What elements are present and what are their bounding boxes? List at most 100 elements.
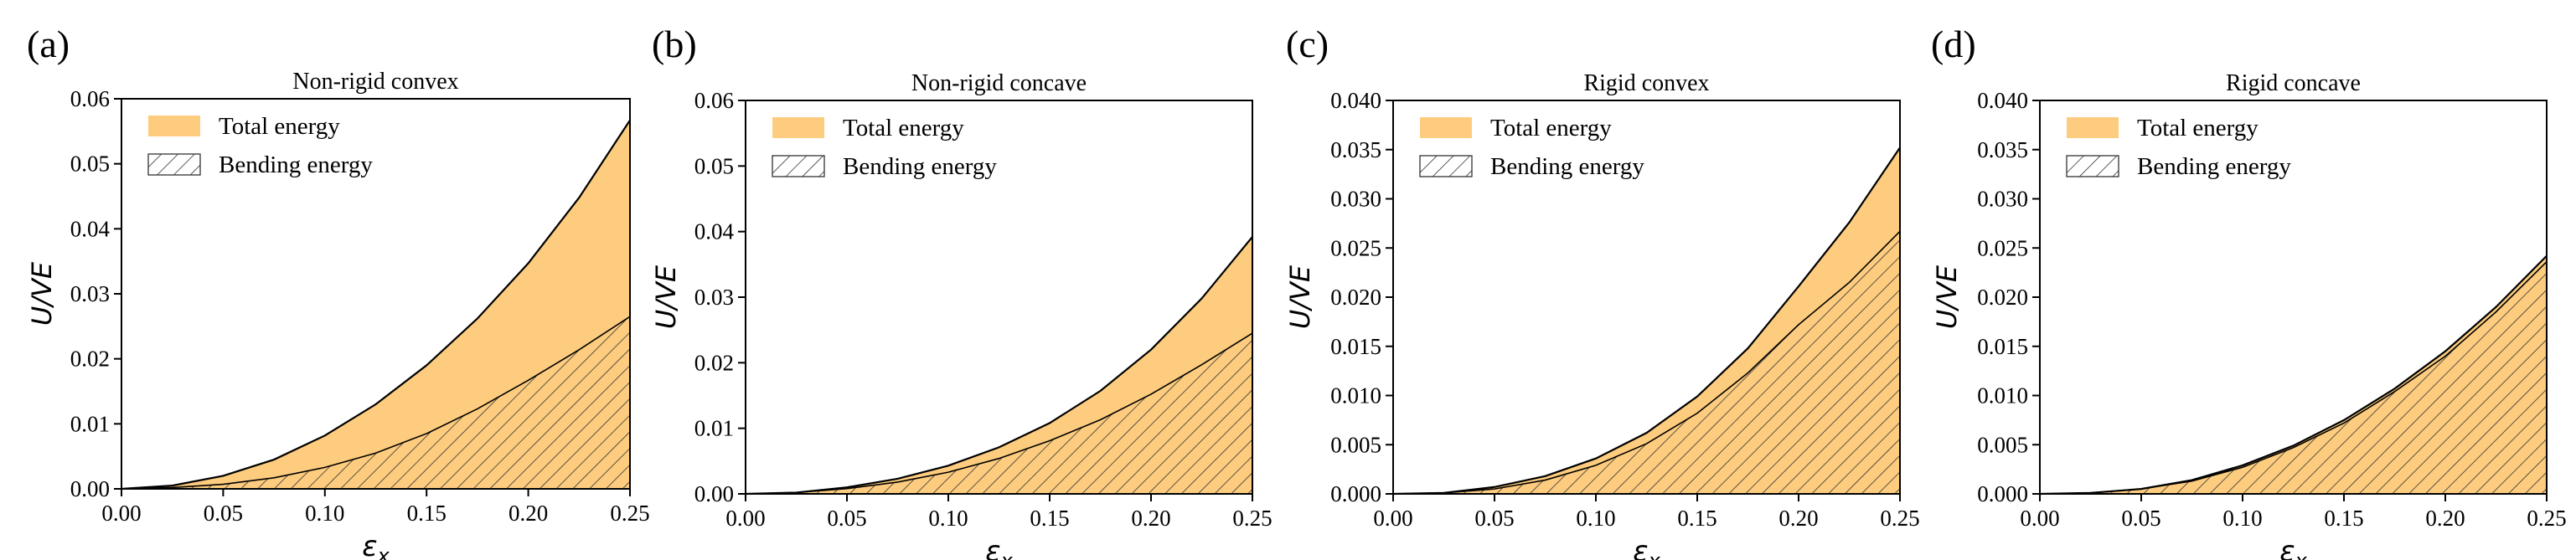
x-tick-label: 0.25 [610,501,649,526]
legend-swatch-total [1420,117,1472,138]
bending-energy-area [121,316,630,489]
legend-label-total: Total energy [843,115,964,141]
y-tick-label: 0.035 [1977,137,2028,162]
y-tick-label: 0.02 [70,347,110,372]
y-tick-label: 0.015 [1977,334,2028,359]
x-tick-label: 0.10 [1576,506,1615,531]
x-tick-label: 0.15 [2324,506,2363,531]
y-tick-label: 0.05 [694,153,734,178]
y-tick-label: 0.01 [70,411,110,436]
x-tick-label: 0.20 [508,501,548,526]
legend-swatch-bending [1419,155,1473,177]
legend-label-bending: Bending energy [2137,153,2291,180]
y-tick-label: 0.03 [694,285,734,310]
legend: Total energy Bending energy [147,113,373,178]
x-tick-label: 0.10 [928,506,968,531]
x-tick-label: 0.10 [305,501,344,526]
x-tick-label: 0.25 [1880,506,1919,531]
y-tick-label: 0.015 [1330,334,1381,359]
bending-energy-line [121,316,631,490]
y-tick-label: 0.02 [694,350,734,375]
chart-title: Rigid convex [1583,70,1709,96]
total-energy-line [745,236,1253,496]
y-axis-label: U/VE [1931,265,1963,329]
legend-swatch-bending [772,155,825,177]
legend-swatch-bending [147,153,201,176]
x-tick-label: 0.20 [1131,506,1170,531]
x-tick-label: 0.15 [1030,506,1069,531]
y-tick-label: 0.00 [70,476,110,501]
y-axis-label: U/VE [1284,265,1316,329]
y-tick-label: 0.020 [1330,285,1381,310]
x-axis-label: εx [985,535,1013,560]
x-tick-label: 0.10 [2222,506,2262,531]
x-tick-label: 0.15 [407,501,447,526]
x-tick-label: 0.05 [204,501,243,526]
panel-label: (d) [1931,23,1976,65]
y-tick-label: 0.030 [1977,187,2028,212]
y-tick-label: 0.000 [1977,481,2028,506]
bending-energy-area [746,333,1252,494]
y-tick-label: 0.01 [694,416,734,441]
legend-label-bending: Bending energy [219,152,373,178]
y-tick-label: 0.030 [1330,187,1381,212]
y-axis-label: U/VE [26,261,58,326]
x-tick-label: 0.05 [827,506,866,531]
total-energy-line [1392,146,1901,496]
y-tick-label: 0.040 [1977,88,2028,113]
chart-title: Non-rigid convex [292,69,458,95]
x-tick-label: 0.05 [2121,506,2160,531]
bending-energy-area [1393,231,1900,494]
y-tick-label: 0.06 [70,86,110,111]
x-tick-label: 0.15 [1677,506,1716,531]
legend-label-total: Total energy [1490,115,1612,141]
total-energy-line [121,120,631,491]
panel-label: (c) [1286,23,1329,65]
y-tick-label: 0.040 [1330,88,1381,113]
x-axis-label: εx [362,530,390,560]
legend-label-bending: Bending energy [843,153,997,180]
bending-energy-area [2040,261,2547,494]
x-axis-label: εx [2279,535,2307,560]
y-tick-label: 0.025 [1977,235,2028,260]
legend-swatch-total [148,116,200,136]
legend: Total energy Bending energy [1419,115,1644,180]
legend-label-bending: Bending energy [1490,153,1644,180]
panel-label: (b) [652,23,697,65]
y-axis-label: U/VE [650,265,682,329]
y-tick-label: 0.05 [70,152,110,177]
legend-swatch-total [2067,117,2119,138]
x-axis-label: εx [1633,535,1660,560]
y-tick-label: 0.00 [694,481,734,506]
y-tick-label: 0.025 [1330,235,1381,260]
y-tick-label: 0.04 [70,216,111,241]
bending-energy-line [745,332,1253,495]
panels-root: (a) Non-rigid convex 0.00 0.05 0.10 0.15 0.20 0… [26,23,2567,560]
legend: Total energy Bending energy [772,115,997,180]
x-tick-label: 0.20 [2425,506,2465,531]
legend-swatch-total [772,117,824,138]
y-tick-label: 0.010 [1977,383,2028,408]
x-tick-label: 0.00 [725,506,765,531]
chart-title: Non-rigid concave [911,70,1087,96]
y-tick-label: 0.005 [1977,432,2028,457]
legend-label-total: Total energy [2137,115,2259,141]
y-tick-label: 0.04 [694,219,735,244]
chart-title: Rigid concave [2226,70,2361,96]
x-tick-label: 0.00 [101,501,141,526]
y-tick-label: 0.000 [1330,481,1381,506]
x-tick-label: 0.00 [2020,506,2059,531]
panel-d: (d) Rigid concave 0.00 0.05 0.10 0.15 0.20 0.25… [1931,23,2567,560]
x-tick-label: 0.20 [1778,506,1818,531]
y-tick-label: 0.03 [70,281,110,306]
y-tick-label: 0.005 [1330,432,1381,457]
x-tick-label: 0.00 [1373,506,1412,531]
y-tick-label: 0.020 [1977,285,2028,310]
x-tick-label: 0.25 [1232,506,1272,531]
legend: Total energy Bending energy [2066,115,2291,180]
legend-swatch-bending [2066,155,2119,177]
legend-label-total: Total energy [219,113,340,140]
panel-c: (c) Rigid convex 0.00 0.05 0.10 0.15 0.20 0.25 0… [1284,23,1920,560]
y-tick-label: 0.010 [1330,383,1381,408]
panel-a: (a) Non-rigid convex 0.00 0.05 0.10 0.15 0.20 0… [26,23,650,560]
